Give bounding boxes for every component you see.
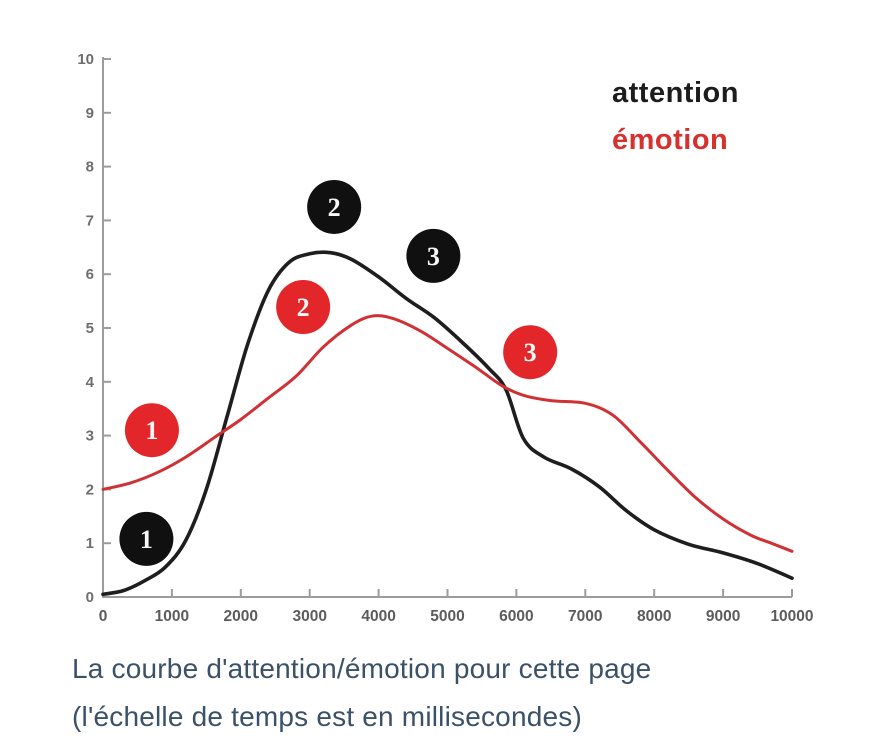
- badge-attention-3-number: 3: [427, 242, 440, 271]
- y-tick-label: 10: [77, 51, 94, 68]
- legend-entry-attention: attention: [612, 77, 739, 109]
- y-tick-label: 2: [86, 481, 94, 498]
- y-tick-label: 4: [86, 374, 95, 391]
- badge-attention-2: [307, 179, 362, 234]
- badge-attention-3: [406, 228, 461, 283]
- caption-line-1: La courbe d'attention/émotion pour cette…: [72, 653, 652, 684]
- x-tick-label: 9000: [706, 608, 740, 625]
- y-tick-label: 1: [86, 535, 94, 552]
- y-tick-label: 9: [86, 105, 94, 122]
- emotion-curve: [101, 314, 794, 553]
- badge-emotion-3: [503, 325, 558, 380]
- figure-caption: La courbe d'attention/émotion pour cette…: [72, 645, 651, 741]
- badge-attention-2-number: 2: [328, 193, 341, 222]
- y-tick-label: 8: [86, 159, 94, 176]
- x-tick-label: 4000: [361, 608, 395, 625]
- x-tick-label: 8000: [637, 608, 671, 625]
- badge-emotion-3-number: 3: [524, 338, 537, 367]
- y-tick-label: 3: [86, 428, 94, 445]
- x-tick-label: 7000: [568, 608, 602, 625]
- badge-emotion-2-number: 2: [297, 293, 310, 322]
- x-tick-label: 2000: [224, 608, 258, 625]
- badge-attention-1: [119, 511, 174, 566]
- y-tick-label: 6: [86, 266, 94, 283]
- attention-emotion-chart: 0 1 2 3 4 5 6 7 8 9 10 0 1000 2000 3000 4000 5000 6000 700…: [77, 51, 813, 625]
- badge-emotion-1: [124, 403, 179, 458]
- x-tick-label: 1000: [155, 608, 189, 625]
- badge-emotion-1-number: 1: [145, 416, 158, 445]
- y-tick-label: 0: [86, 589, 94, 606]
- badge-attention-1-number: 1: [140, 525, 153, 554]
- x-tick-label: 10000: [770, 608, 813, 625]
- x-tick-label: 3000: [292, 608, 326, 625]
- caption-line-2: (l'échelle de temps est en millisecondes…: [72, 701, 582, 732]
- attention-curve: [101, 250, 794, 597]
- chart-canvas: 0 1 2 3 4 5 6 7 8 9 10 0 1000 2000 3000 4000 5000 6000 700…: [77, 51, 813, 625]
- x-tick-label: 0: [99, 608, 108, 625]
- chart-legend: attention émotion: [612, 76, 739, 157]
- x-tick-label: 6000: [499, 608, 533, 625]
- badge-emotion-2: [276, 280, 331, 335]
- legend-entry-emotion: émotion: [612, 124, 729, 156]
- y-tick-label: 7: [86, 212, 94, 229]
- x-tick-label: 5000: [430, 608, 464, 625]
- y-tick-label: 5: [86, 320, 94, 337]
